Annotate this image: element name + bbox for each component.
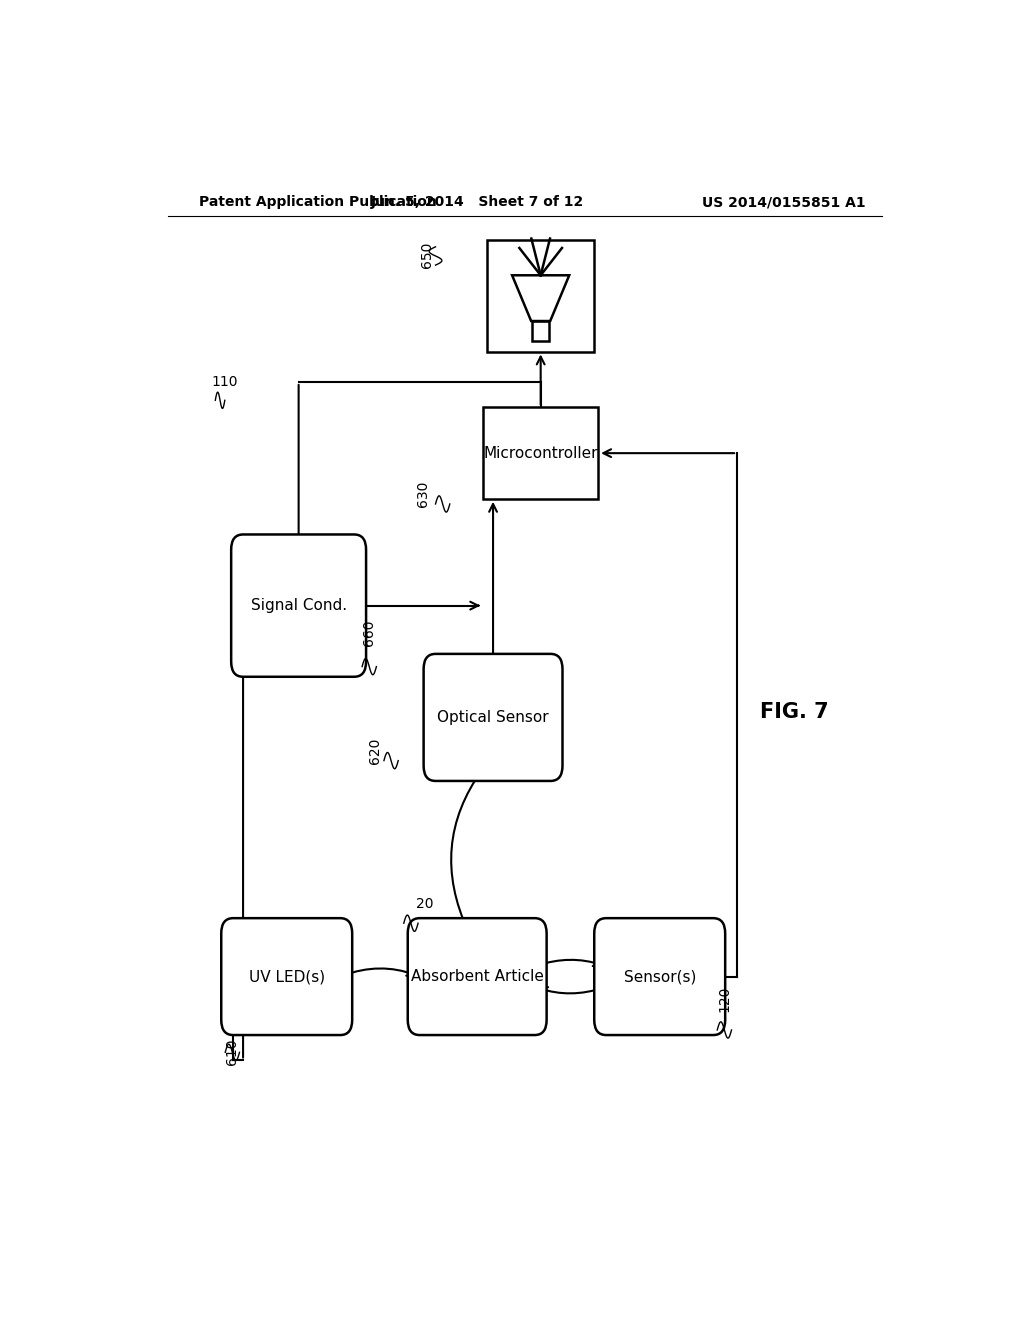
Text: Absorbent Article: Absorbent Article: [411, 969, 544, 985]
FancyBboxPatch shape: [231, 535, 367, 677]
FancyBboxPatch shape: [424, 653, 562, 781]
Text: 610: 610: [225, 1038, 240, 1065]
Bar: [531, 321, 550, 342]
Text: Sensor(s): Sensor(s): [624, 969, 696, 985]
Text: 110: 110: [211, 375, 238, 389]
Text: 120: 120: [717, 985, 731, 1011]
Text: FIG. 7: FIG. 7: [760, 702, 829, 722]
Text: 660: 660: [362, 620, 376, 647]
FancyBboxPatch shape: [221, 919, 352, 1035]
Text: 20: 20: [416, 898, 433, 911]
Text: UV LED(s): UV LED(s): [249, 969, 325, 985]
FancyBboxPatch shape: [594, 919, 725, 1035]
FancyBboxPatch shape: [408, 919, 547, 1035]
Text: Patent Application Publication: Patent Application Publication: [200, 195, 437, 209]
Text: 630: 630: [416, 480, 430, 507]
Text: 620: 620: [368, 738, 382, 764]
FancyBboxPatch shape: [483, 408, 598, 499]
FancyBboxPatch shape: [487, 240, 594, 351]
Text: Microcontroller: Microcontroller: [483, 446, 598, 461]
Text: 650: 650: [420, 242, 433, 268]
Text: Optical Sensor: Optical Sensor: [437, 710, 549, 725]
Text: Jun. 5, 2014   Sheet 7 of 12: Jun. 5, 2014 Sheet 7 of 12: [371, 195, 584, 209]
Text: US 2014/0155851 A1: US 2014/0155851 A1: [702, 195, 866, 209]
Text: Signal Cond.: Signal Cond.: [251, 598, 347, 612]
